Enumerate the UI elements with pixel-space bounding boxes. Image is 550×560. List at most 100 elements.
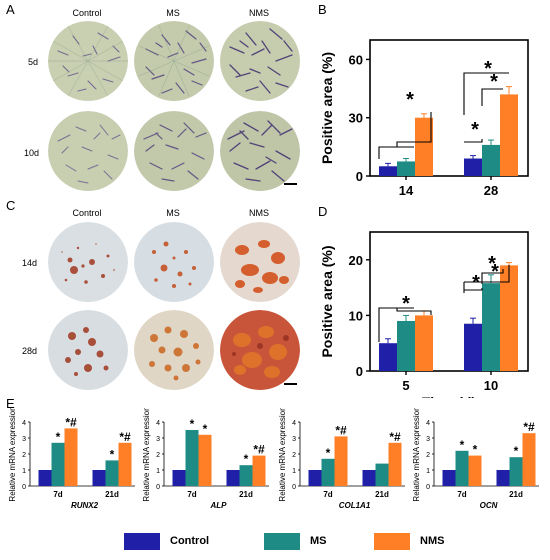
x-tick-label: 7d (53, 490, 62, 499)
bar (226, 470, 240, 486)
significance-mark: *# (119, 430, 131, 444)
well-image-c-nms-14d (220, 222, 300, 302)
panel-a-row-label: 5d (28, 57, 39, 67)
y-tick-label: 4 (22, 420, 26, 427)
bar (455, 450, 469, 486)
significance-star: * (402, 293, 410, 315)
panel-a-column-label: MS (166, 8, 180, 18)
y-tick-label: 0 (426, 484, 430, 491)
panel-c-column-label: MS (166, 208, 180, 218)
significance-mark: * (110, 447, 115, 461)
legend-item-ms: MS (264, 532, 327, 550)
panel-a-column-label: Control (72, 8, 102, 18)
x-tick-label: 7d (457, 490, 466, 499)
significance-bracket (378, 112, 432, 159)
x-tick-label: 28 (484, 183, 498, 198)
y-tick-label: 2 (156, 452, 160, 459)
x-tick-label: 7d (323, 490, 332, 499)
y-tick-label: 2 (426, 452, 430, 459)
x-tick-label: 21d (239, 490, 253, 499)
gene-label: RUNX2 (71, 501, 99, 510)
y-tick-label: 1 (292, 468, 296, 475)
y-tick-label: 2 (292, 452, 296, 459)
bar (496, 470, 510, 486)
y-axis-label: Relative mRNA expression (412, 408, 421, 502)
significance-mark: * (244, 452, 249, 466)
bar (38, 470, 52, 486)
y-tick-label: 4 (426, 420, 430, 427)
plot-frame (369, 231, 529, 372)
legend-swatch-nms (374, 532, 410, 550)
bar (509, 457, 523, 486)
scale-bar (284, 383, 297, 385)
well-image-a-nms-10d (220, 111, 300, 191)
bar (379, 343, 397, 371)
y-tick-label: 1 (22, 468, 26, 475)
y-tick-label: 20 (349, 253, 363, 268)
y-tick-label: 4 (156, 420, 160, 427)
significance-mark: *# (253, 443, 265, 457)
chart-e-ocn: 0 1 2 3 4 Relative mRNA expression 7d * * 21d * *# O… (412, 408, 539, 510)
significance-star: * (490, 71, 498, 93)
chart-e-col1a1: 0 1 2 3 4 Relative mRNA expression 7d * *# 21d *# C… (278, 408, 405, 510)
significance-star: * (488, 253, 496, 275)
panel-a-column-label: NMS (249, 8, 269, 18)
y-tick-label: 0 (156, 484, 160, 491)
bar (500, 265, 518, 371)
bar (92, 470, 106, 486)
chart-e-runx2: 0 1 2 3 4 Relative mRNA expression 7d * *# 21d * *#… (8, 408, 135, 510)
bar (397, 320, 415, 371)
panel-letter-d: D (318, 204, 328, 219)
y-axis-label: Positive area (%) (319, 52, 335, 164)
bar (118, 442, 132, 486)
significance-bracket (481, 269, 504, 284)
y-tick-label: 0 (292, 484, 296, 491)
well-image-c-nms-28d (220, 310, 300, 390)
legend-label: MS (310, 535, 327, 547)
well-image-a-control-10d (48, 111, 128, 191)
significance-mark: * (326, 446, 331, 460)
y-tick-label: 60 (349, 52, 363, 67)
gene-label: COL1A1 (339, 501, 371, 510)
bar (375, 463, 389, 486)
bar (198, 434, 212, 486)
significance-bracket (481, 88, 503, 106)
y-tick-label: 1 (426, 468, 430, 475)
significance-bracket (464, 288, 483, 291)
significance-bracket (463, 265, 510, 293)
bar (334, 436, 348, 486)
well-image-c-ms-28d (134, 310, 214, 390)
x-tick-label: 21d (105, 490, 119, 499)
legend-label: NMS (420, 535, 445, 547)
bar (172, 470, 186, 486)
y-tick-label: 10 (349, 308, 363, 323)
significance-mark: * (203, 422, 208, 436)
y-tick-label: 30 (349, 111, 363, 126)
significance-mark: * (460, 438, 465, 452)
significance-mark: * (473, 443, 478, 457)
bar (388, 442, 402, 486)
y-tick-label: 2 (22, 452, 26, 459)
legend-item-nms: NMS (374, 532, 444, 550)
y-axis-label: Relative mRNA expression (8, 408, 17, 502)
bar (308, 470, 322, 486)
legend-swatch-control (124, 532, 160, 550)
x-tick-label: 7d (187, 490, 196, 499)
bar (442, 470, 456, 486)
panel-c-row-label: 28d (22, 346, 38, 356)
well-image-a-nms-5d (220, 21, 300, 101)
significance-mark: *# (335, 423, 347, 437)
bar (468, 455, 482, 486)
y-axis-label: Positive area (%) (319, 245, 335, 357)
bar (464, 323, 482, 371)
panel-c-row-label: 14d (22, 258, 38, 268)
bar (482, 283, 500, 371)
bar (415, 315, 433, 371)
chart-e-alp: 0 1 2 3 4 Relative mRNA expression 7d * * 21d * *# A… (142, 408, 269, 510)
significance-mark: * (190, 417, 195, 431)
significance-mark: *# (523, 420, 535, 434)
scale-bar (284, 183, 297, 185)
significance-mark: * (56, 430, 61, 444)
panel-letter-b: B (318, 2, 327, 17)
